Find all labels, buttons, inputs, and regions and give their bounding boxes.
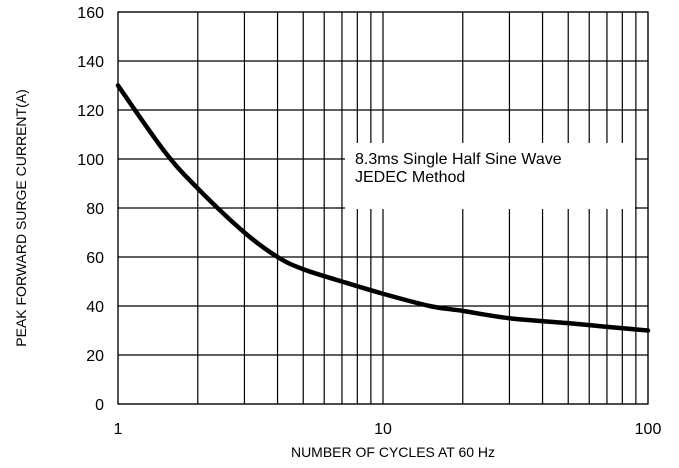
annotation-line: JEDEC Method xyxy=(355,169,465,186)
x-tick-labels: 1 10 100 xyxy=(114,421,662,438)
y-tick-labels: 0 20 40 60 80 100 120 140 160 xyxy=(77,5,104,414)
y-tick-label: 0 xyxy=(95,397,104,414)
series-layer xyxy=(115,83,651,333)
y-tick-label: 20 xyxy=(86,348,104,365)
y-axis-title: PEAK FORWARD SURGE CURRENT(A) xyxy=(13,89,29,346)
y-tick-label: 40 xyxy=(86,299,104,316)
y-tick-label: 160 xyxy=(77,5,104,22)
x-axis-title: NUMBER OF CYCLES AT 60 Hz xyxy=(291,444,495,460)
y-tick-label: 140 xyxy=(77,54,104,71)
plot-frame xyxy=(117,11,649,405)
annotation-box xyxy=(345,143,635,209)
y-tick-label: 60 xyxy=(86,250,104,267)
x-tick-label: 10 xyxy=(374,421,392,438)
y-tick-label: 80 xyxy=(86,201,104,218)
y-tick-label: 100 xyxy=(77,152,104,169)
annotation-line: 8.3ms Single Half Sine Wave xyxy=(355,151,562,168)
series-line xyxy=(115,83,651,333)
y-tick-label: 120 xyxy=(77,103,104,120)
x-tick-label: 1 xyxy=(114,421,123,438)
x-tick-label: 100 xyxy=(635,421,662,438)
